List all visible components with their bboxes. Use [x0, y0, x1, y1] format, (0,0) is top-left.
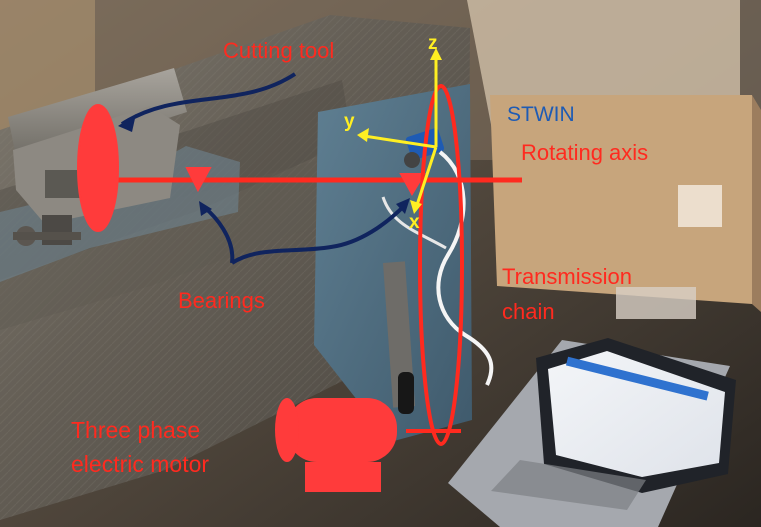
- motor-base-block: [305, 462, 381, 492]
- right-bearing-pointer-arrow-icon: [396, 198, 410, 214]
- sensor-cable: [436, 150, 494, 386]
- laptop-screen-display: [548, 351, 725, 477]
- laptop-keyboard: [491, 460, 646, 510]
- cutting-tool-red-ellipse-icon: [77, 104, 119, 232]
- motor-label-line-1: Three phase: [71, 417, 201, 443]
- z-axis-label: z: [428, 33, 438, 54]
- x-axis-label: x: [409, 212, 420, 233]
- y-axis-arrow-icon: [357, 128, 369, 142]
- machine-lever-arm: [383, 261, 416, 408]
- motor-cylinder-body: [287, 398, 397, 462]
- lever-handle: [398, 372, 414, 414]
- y-axis-label: y: [344, 111, 355, 132]
- cardboard-box-side: [752, 95, 761, 312]
- cutting-tool-pointer-line: [120, 72, 297, 126]
- motor-label-line-2: electric motor: [71, 451, 210, 477]
- transmission-chain-label-line-2: chain: [502, 299, 555, 324]
- x-axis-arrow-icon: [410, 200, 422, 214]
- stwin-label: STWIN: [507, 103, 575, 126]
- box-print-area: [616, 287, 696, 319]
- x-axis-line: [415, 146, 438, 206]
- sensor-connector: [404, 152, 420, 168]
- left-bearing-pointer-arrow-icon: [199, 201, 212, 216]
- transmission-chain-ellipse: [418, 84, 464, 446]
- right-bearing-triangle-icon: [399, 173, 426, 197]
- left-bearing-triangle-icon: [185, 167, 212, 193]
- clamp-bolt: [13, 232, 81, 240]
- cardboard-box-front: [490, 95, 752, 304]
- box-label-image: [678, 185, 722, 227]
- bearings-label: Bearings: [178, 288, 265, 313]
- laptop-browser-bar: [565, 356, 709, 401]
- cutting-tool-label: Cutting tool: [223, 38, 335, 63]
- transmission-chain-label-line-1: Transmission: [502, 264, 632, 289]
- motor-end-cap: [275, 398, 299, 462]
- rotating-axis-label: Rotating axis: [521, 140, 649, 165]
- cutting-tool-screw-block: [42, 215, 72, 245]
- y-axis-line: [363, 134, 437, 149]
- right-bearing-pointer-line: [230, 204, 406, 265]
- secondary-cable: [381, 196, 447, 250]
- cutting-tool-pointer-arrow-icon: [118, 114, 136, 132]
- z-axis-arrow-icon: [430, 48, 442, 60]
